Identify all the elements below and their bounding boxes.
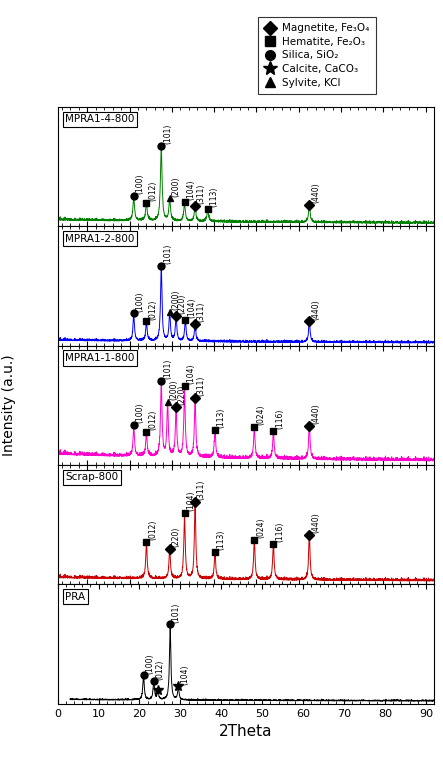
Text: (012): (012) — [148, 299, 157, 320]
Text: (113): (113) — [217, 530, 225, 550]
Text: (101): (101) — [163, 124, 172, 144]
Text: (101): (101) — [172, 603, 181, 623]
Text: (220): (220) — [178, 385, 187, 405]
Text: (100): (100) — [136, 174, 144, 194]
Text: (012): (012) — [148, 410, 157, 430]
Text: (104): (104) — [186, 180, 195, 200]
Text: (200): (200) — [171, 289, 180, 310]
Text: (200): (200) — [171, 176, 180, 197]
Text: (104): (104) — [186, 364, 195, 384]
Text: (440): (440) — [311, 403, 320, 424]
Text: (101): (101) — [163, 244, 172, 264]
Text: MPRA1-2-800: MPRA1-2-800 — [65, 233, 135, 243]
Text: (100): (100) — [145, 653, 154, 673]
Text: (113): (113) — [210, 187, 218, 207]
Text: (012): (012) — [148, 520, 157, 540]
Text: MPRA1-1-800: MPRA1-1-800 — [65, 353, 135, 363]
Text: (024): (024) — [256, 405, 265, 425]
Text: (440): (440) — [311, 513, 320, 533]
Text: (100): (100) — [136, 291, 144, 311]
Text: (220): (220) — [178, 294, 187, 314]
X-axis label: 2Theta: 2Theta — [219, 724, 272, 739]
Text: (311): (311) — [197, 480, 206, 500]
Text: (116): (116) — [275, 522, 284, 542]
Text: (101): (101) — [163, 359, 172, 379]
Text: (200): (200) — [169, 380, 178, 401]
Text: (100): (100) — [136, 402, 144, 423]
Text: Scrap-800: Scrap-800 — [65, 472, 118, 482]
Text: PRA: PRA — [65, 591, 85, 601]
Text: (104): (104) — [187, 298, 196, 318]
Text: (113): (113) — [217, 408, 225, 428]
Text: Intensity (a.u.): Intensity (a.u.) — [2, 355, 16, 456]
Text: (024): (024) — [256, 517, 265, 538]
Text: (311): (311) — [197, 376, 206, 396]
Text: (104): (104) — [186, 490, 195, 511]
Text: (012): (012) — [155, 659, 164, 680]
Text: (311): (311) — [197, 184, 206, 204]
Text: (116): (116) — [275, 409, 284, 429]
Text: (220): (220) — [171, 526, 180, 547]
Text: (440): (440) — [311, 299, 320, 320]
Legend: Magnetite, Fe₃O₄, Hematite, Fe₂O₃, Silica, SiO₂, Calcite, CaCO₃, Sylvite, KCl: Magnetite, Fe₃O₄, Hematite, Fe₂O₃, Silic… — [258, 17, 376, 94]
Text: (311): (311) — [197, 302, 206, 322]
Text: MPRA1-4-800: MPRA1-4-800 — [65, 114, 135, 124]
Text: (012): (012) — [148, 181, 157, 201]
Text: (104): (104) — [180, 664, 189, 685]
Text: (440): (440) — [311, 183, 320, 203]
